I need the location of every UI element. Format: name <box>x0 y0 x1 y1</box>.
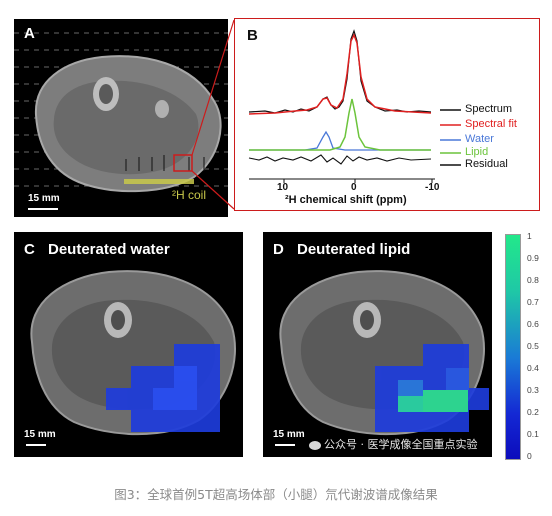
panel-c: C Deuterated water 15 mm <box>14 232 243 457</box>
figure-caption: 图3：全球首例5T超高场体部（小腿）氘代谢波谱成像结果 <box>114 487 438 502</box>
panel-b-label: B <box>247 27 258 44</box>
colorbar-tick-0.2: 0.2 <box>527 407 539 417</box>
colorbar-tick-0.4: 0.4 <box>527 363 539 373</box>
panel-d-scale-text: 15 mm <box>273 429 305 440</box>
panel-c-title: Deuterated water <box>48 241 170 258</box>
colorbar-tick-1: 1 <box>527 231 532 241</box>
colorbar-tick-0.8: 0.8 <box>527 275 539 285</box>
panel-a-label: A <box>24 25 35 42</box>
xtick-0: 0 <box>351 182 357 193</box>
panel-c-scale-text: 15 mm <box>24 429 56 440</box>
watermark: 公众号 · 医学成像全国重点实验 <box>309 436 478 452</box>
legend-spectral-fit: Spectral fit <box>465 118 517 130</box>
colorbar-tick-0.7: 0.7 <box>527 297 539 307</box>
panel-a: A 15 mm ²H coil <box>14 19 228 217</box>
legend-water: Water <box>465 133 494 145</box>
lipid-line <box>249 98 431 151</box>
zoom-connector <box>191 19 235 210</box>
panel-b: B 10 0 -10 ²H chemical shift (ppm) Spect… <box>234 18 540 211</box>
legend-lipid: Lipid <box>465 146 489 158</box>
colorbar-tick-0.5: 0.5 <box>527 341 539 351</box>
xtick-neg10: -10 <box>425 182 440 193</box>
spectrum-line <box>248 29 432 114</box>
spectral-fit-line <box>248 33 432 115</box>
watermark-text: 公众号 · 医学成像全国重点实验 <box>324 438 478 451</box>
panel-d: D Deuterated lipid 15 mm 公众号 · 医学成像全国重点实… <box>263 232 492 457</box>
residual-line <box>248 154 432 165</box>
panel-d-title: Deuterated lipid <box>297 241 411 258</box>
panel-d-image <box>275 270 489 446</box>
spectrum-plot <box>248 29 461 183</box>
legend-spectrum: Spectrum <box>465 103 513 115</box>
legend-residual: Residual <box>465 158 508 170</box>
colorbar <box>505 234 521 460</box>
coil-label: ²H coil <box>172 188 207 202</box>
colorbar-tick-0.1: 0.1 <box>527 429 539 439</box>
colorbar-tick-0.9: 0.9 <box>527 253 539 263</box>
zoom-box <box>173 154 193 172</box>
panel-c-image <box>26 270 236 446</box>
panel-a-image <box>14 32 228 210</box>
colorbar-tick-0.3: 0.3 <box>527 385 539 395</box>
x-axis-label: ²H chemical shift (ppm) <box>285 194 407 206</box>
colorbar-tick-0: 0 <box>527 451 532 461</box>
xtick-10: 10 <box>277 182 289 193</box>
colorbar-tick-0.6: 0.6 <box>527 319 539 329</box>
panel-d-label: D <box>273 241 284 258</box>
panel-a-scale-text: 15 mm <box>28 193 60 204</box>
wechat-icon <box>309 440 321 450</box>
panel-c-label: C <box>24 241 35 258</box>
